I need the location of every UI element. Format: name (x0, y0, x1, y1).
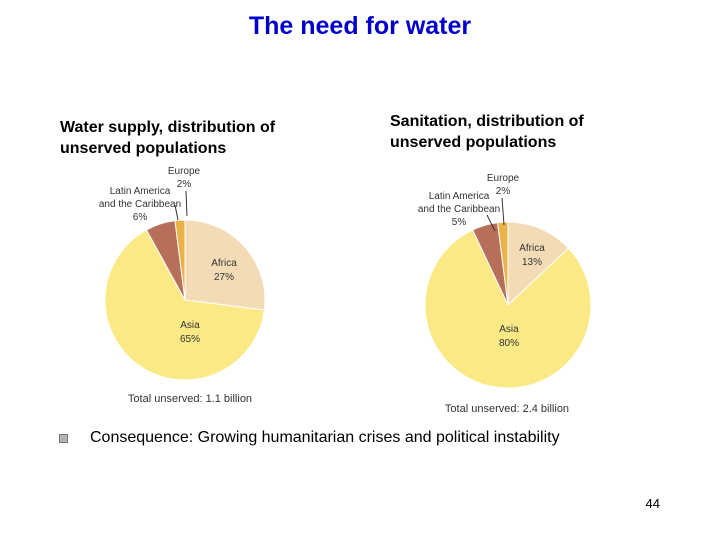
latin-america-value-label: 5% (452, 217, 467, 228)
pie-slice-europe (497, 221, 509, 306)
pie-slice-asia (104, 229, 265, 381)
africa-value-label: 27% (214, 272, 234, 283)
asia-label: Asia (499, 324, 519, 335)
asia-value-label: 65% (180, 334, 200, 345)
bullet-square-icon (59, 434, 68, 443)
latin-america-value-label: 6% (133, 212, 148, 223)
africa-label: Africa (519, 243, 545, 254)
europe-value-label: 2% (496, 186, 511, 197)
sanitation-caption: Sanitation, distribution of unserved pop… (390, 113, 584, 151)
slide-title: The need for water (248, 12, 472, 40)
consequence-bullet-text: Consequence: Growing humanitarian crises… (90, 429, 560, 446)
pie-slice-africa (184, 219, 266, 311)
africa-value-label: 13% (522, 257, 542, 268)
europe-label: Europe (168, 166, 201, 177)
latin-america-label: Latin America (110, 186, 171, 197)
europe-label: Europe (487, 173, 520, 184)
page-number: 44 (645, 496, 660, 511)
latin-america-leader-line (486, 214, 496, 232)
pie-slice-europe (174, 219, 186, 301)
latin-america-label-line2: and the Caribbean (99, 199, 181, 210)
pie-slice-africa (507, 221, 570, 307)
water-supply-pie-chart: Europe 2% Latin America and the Caribbea… (99, 166, 266, 405)
asia-value-label: 80% (499, 338, 519, 349)
sanitation-pie-chart: Europe 2% Latin America and the Caribbea… (418, 173, 592, 415)
africa-label: Africa (211, 258, 237, 269)
pie-slice-asia (424, 229, 592, 389)
latin-america-leader-line (174, 204, 179, 221)
asia-label: Asia (180, 320, 200, 331)
europe-value-label: 2% (177, 179, 192, 190)
latin-america-label: Latin America (429, 191, 490, 202)
total-unserved-label: Total unserved: 2.4 billion (445, 403, 569, 415)
europe-leader-line (185, 190, 188, 217)
total-unserved-label: Total unserved: 1.1 billion (128, 393, 252, 405)
water-supply-caption: Water supply, distribution of unserved p… (60, 119, 276, 157)
europe-leader-line (501, 197, 505, 226)
latin-america-label-line2: and the Caribbean (418, 204, 500, 215)
